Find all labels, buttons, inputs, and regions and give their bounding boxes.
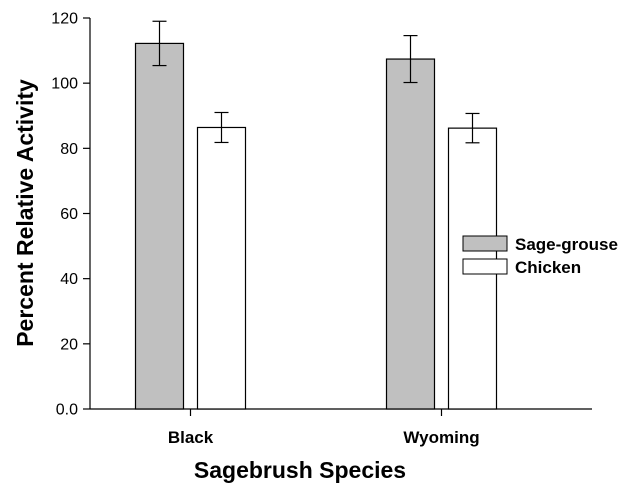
bar [134,42,185,410]
y-tick-label: 120 [51,11,78,28]
x-tick-label: Black [168,428,214,447]
y-tick-label: 100 [51,76,78,93]
y-tick-label: 60 [60,206,78,223]
legend: Sage-grouse Chicken [462,235,618,277]
y-axis-title: Percent Relative Activity [12,79,38,347]
plot-area: 0.0 20 40 60 80 100 120 Black Wyoming [51,11,592,447]
error-bars [152,20,480,144]
y-tick-label: 40 [60,271,78,288]
y-tick-label: 20 [60,336,78,353]
legend-label-chicken: Chicken [515,258,581,277]
bars [134,42,498,410]
y-tick-label: 80 [60,141,78,158]
x-tick-label: Wyoming [403,428,479,447]
legend-swatch-chicken [462,258,508,275]
legend-swatch-sage-grouse [462,235,508,252]
bar [196,126,247,410]
y-ticks: 0.0 20 40 60 80 100 120 [51,11,90,419]
x-ticks: Black Wyoming [168,409,480,447]
bar [385,58,436,410]
y-tick-label: 0.0 [56,402,78,419]
x-axis-title: Sagebrush Species [194,457,406,483]
legend-label-sage-grouse: Sage-grouse [515,235,618,254]
